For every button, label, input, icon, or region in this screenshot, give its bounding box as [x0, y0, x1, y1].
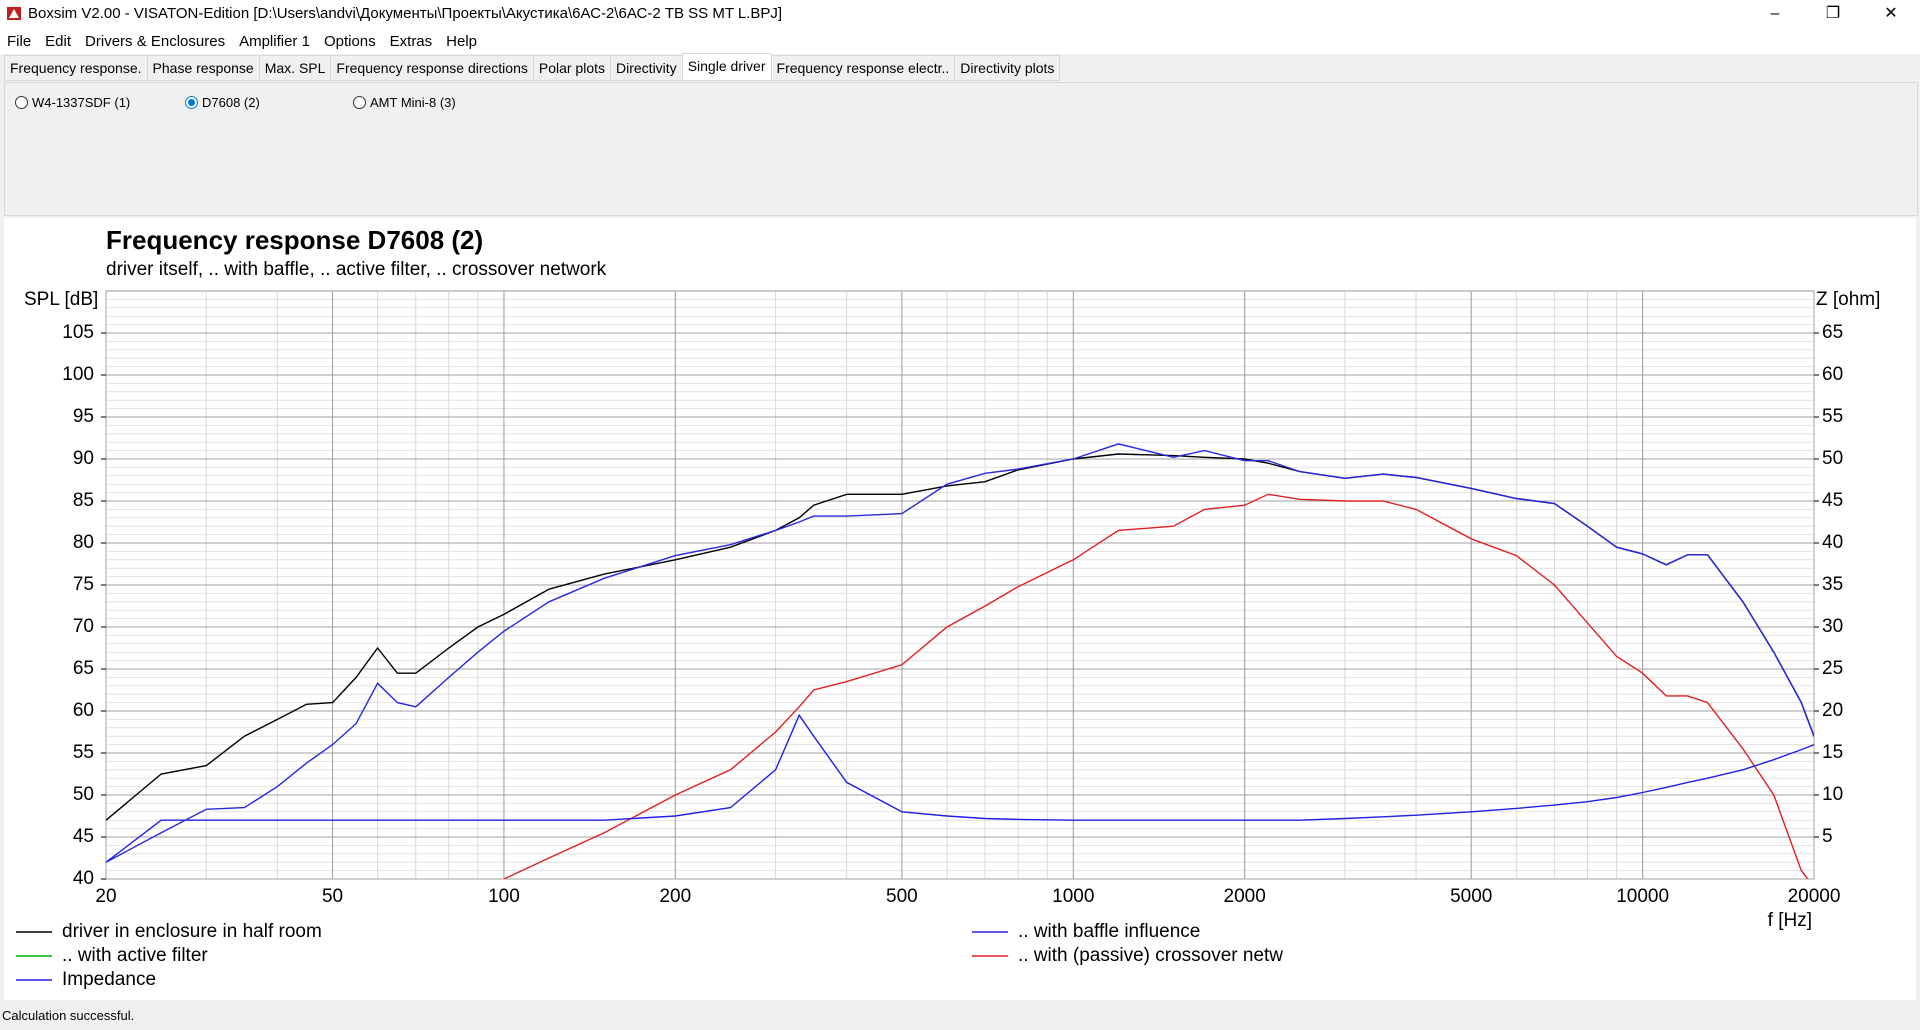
x-tick-label: 20 — [95, 886, 116, 907]
radio-option[interactable]: D7608 (2) — [185, 95, 260, 110]
y-tick-label: 55 — [73, 742, 94, 763]
y-tick-label: 40 — [73, 868, 94, 889]
minimize-button[interactable]: – — [1770, 5, 1780, 22]
maximize-button[interactable]: ❐ — [1825, 5, 1841, 22]
y-tick-label: 75 — [73, 574, 94, 595]
driver-panel: W4-1337SDF (1) D7608 (2) AMT Mini-8 (3) — [4, 82, 1918, 216]
x-tick-label: 20000 — [1788, 886, 1841, 907]
menu-item[interactable]: Amplifier 1 — [239, 33, 310, 50]
series-line — [106, 443, 1814, 863]
y2-tick-label: 5 — [1822, 826, 1833, 847]
tab[interactable]: Polar plots — [532, 55, 612, 81]
y2-axis-label: Z [ohm] — [1816, 289, 1880, 310]
radio-button[interactable] — [185, 96, 198, 109]
y2-tick-label: 20 — [1822, 700, 1843, 721]
y-tick-label: 100 — [62, 364, 94, 385]
tab[interactable]: Frequency response electr.. — [770, 55, 956, 81]
chart-subtitle: driver itself, .. with baffle, .. active… — [106, 259, 607, 280]
radio-button[interactable] — [353, 96, 366, 109]
close-button[interactable]: ✕ — [1884, 5, 1898, 22]
x-tick-label: 500 — [886, 886, 918, 907]
series-line — [106, 713, 1814, 863]
y2-tick-label: 10 — [1822, 784, 1843, 805]
tab-bar: Frequency response. Phase response Max. SP… — [4, 53, 1061, 81]
legend-label: .. with baffle influence — [1018, 921, 1200, 942]
y-tick-label: 45 — [73, 826, 94, 847]
chart-title: Frequency response D7608 (2) — [106, 225, 483, 255]
status-bar: Calculation successful. — [2, 1008, 135, 1023]
y-axis-label: SPL [dB] — [24, 289, 98, 310]
x-tick-label: 10000 — [1616, 886, 1669, 907]
y-tick-label: 70 — [73, 616, 94, 637]
radio-button[interactable] — [15, 96, 28, 109]
plot-lines — [106, 443, 1814, 879]
menu-item[interactable]: File — [7, 33, 32, 50]
window-title: Boxsim V2.00 - VISATON-Edition [D:\Users… — [28, 5, 783, 22]
menu-item[interactable]: Extras — [389, 33, 433, 50]
x-tick-label: 100 — [488, 886, 520, 907]
tab[interactable]: Max. SPL — [258, 55, 332, 81]
y-tick-label: 80 — [73, 532, 94, 553]
menu-item[interactable]: Edit — [45, 33, 72, 50]
legend-label: .. with (passive) crossover netw — [1018, 945, 1283, 966]
tab[interactable]: Directivity plots — [954, 55, 1061, 81]
x-tick-label: 1000 — [1052, 886, 1094, 907]
radio-label: D7608 (2) — [202, 95, 260, 110]
series-line — [503, 493, 1809, 879]
x-tick-label: 2000 — [1224, 886, 1266, 907]
tab[interactable]: Frequency response directions — [330, 55, 534, 81]
y2-tick-label: 40 — [1822, 532, 1843, 553]
legend-label: .. with active filter — [62, 945, 208, 966]
y-tick-label: 105 — [62, 322, 94, 343]
x-tick-label: 5000 — [1450, 886, 1492, 907]
y-tick-label: 85 — [73, 490, 94, 511]
y-tick-label: 50 — [73, 784, 94, 805]
y2-tick-label: 15 — [1822, 742, 1843, 763]
x-tick-label: 200 — [659, 886, 691, 907]
y-tick-label: 90 — [73, 448, 94, 469]
menu-item[interactable]: Help — [446, 33, 478, 50]
y2-tick-label: 55 — [1822, 406, 1843, 427]
legend-label: driver in enclosure in half room — [62, 921, 322, 942]
radio-label: W4-1337SDF (1) — [32, 95, 131, 110]
radio-label: AMT Mini-8 (3) — [370, 95, 456, 110]
y2-tick-label: 50 — [1822, 448, 1843, 469]
y-tick-label: 60 — [73, 700, 94, 721]
y2-tick-label: 65 — [1822, 322, 1843, 343]
tab[interactable]: Single driver — [681, 53, 772, 81]
radio-option[interactable]: AMT Mini-8 (3) — [353, 95, 456, 110]
y2-tick-label: 35 — [1822, 574, 1843, 595]
x-tick-label: 50 — [322, 886, 343, 907]
menu-bar: File Edit Drivers & Enclosures Amplifier 1 O… — [0, 28, 1920, 54]
y-tick-label: 95 — [73, 406, 94, 427]
menu-item[interactable]: Drivers & Enclosures — [85, 33, 226, 50]
app-icon — [7, 7, 21, 20]
menu-item[interactable]: Options — [323, 33, 376, 50]
tab[interactable]: Frequency response. — [4, 55, 148, 81]
y2-tick-label: 60 — [1822, 364, 1843, 385]
x-axis-label: f [Hz] — [1768, 910, 1812, 931]
y2-tick-label: 25 — [1822, 658, 1843, 679]
legend-label: Impedance — [62, 969, 156, 990]
title-bar: Boxsim V2.00 - VISATON-Edition [D:\Users… — [0, 0, 1920, 28]
y2-tick-label: 30 — [1822, 616, 1843, 637]
tab[interactable]: Directivity — [610, 55, 683, 81]
chart: Frequency response D7608 (2) driver itse… — [4, 218, 1916, 1000]
y2-tick-label: 45 — [1822, 490, 1843, 511]
y-tick-label: 65 — [73, 658, 94, 679]
radio-option[interactable]: W4-1337SDF (1) — [15, 95, 130, 110]
tab[interactable]: Phase response — [146, 55, 260, 81]
